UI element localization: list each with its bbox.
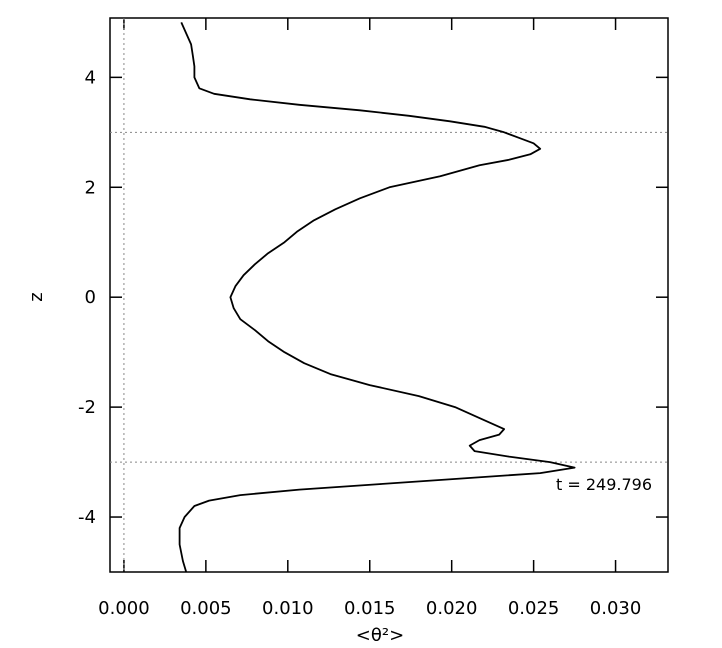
x-tick-label: 0.030 bbox=[590, 598, 642, 619]
y-tick-label: 2 bbox=[85, 177, 96, 198]
x-tick-label: 0.015 bbox=[344, 598, 396, 619]
x-tick-label: 0.010 bbox=[262, 598, 314, 619]
x-tick-label: 0.025 bbox=[508, 598, 560, 619]
annotation: t = 249.796 bbox=[556, 475, 652, 494]
x-tick-label: 0.000 bbox=[98, 598, 150, 619]
y-axis-label: z bbox=[26, 292, 47, 301]
x-tick-label: 0.020 bbox=[426, 598, 478, 619]
x-axis-label: <θ²> bbox=[356, 625, 404, 646]
plot-frame bbox=[109, 17, 669, 573]
y-tick-label: 0 bbox=[85, 287, 96, 308]
y-tick-label: -2 bbox=[78, 397, 96, 418]
x-tick-label: 0.005 bbox=[180, 598, 232, 619]
data-line bbox=[178, 22, 576, 573]
y-tick-label: -4 bbox=[78, 507, 96, 528]
y-tick-label: 4 bbox=[85, 67, 96, 88]
